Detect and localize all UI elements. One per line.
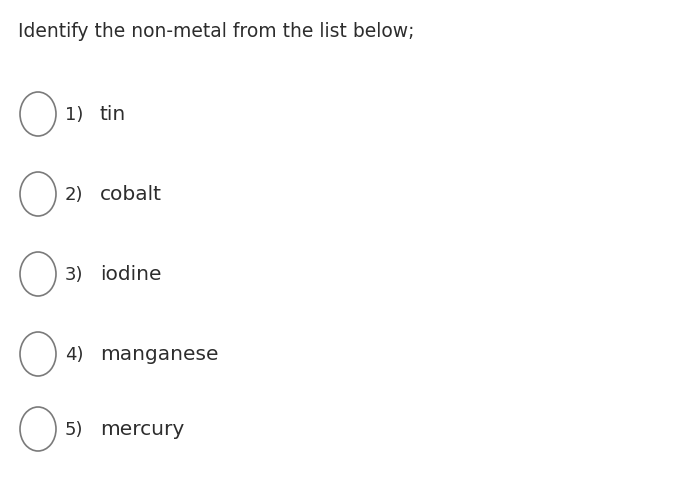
Text: 4): 4) (65, 345, 83, 363)
Text: 2): 2) (65, 186, 83, 203)
Text: 5): 5) (65, 420, 83, 438)
Text: 3): 3) (65, 266, 83, 284)
Text: manganese: manganese (100, 345, 219, 364)
Text: mercury: mercury (100, 420, 184, 438)
Text: iodine: iodine (100, 265, 162, 284)
Text: Identify the non-metal from the list below;: Identify the non-metal from the list bel… (18, 22, 414, 41)
Text: tin: tin (100, 105, 126, 124)
Text: 1): 1) (65, 106, 83, 124)
Text: cobalt: cobalt (100, 185, 162, 204)
